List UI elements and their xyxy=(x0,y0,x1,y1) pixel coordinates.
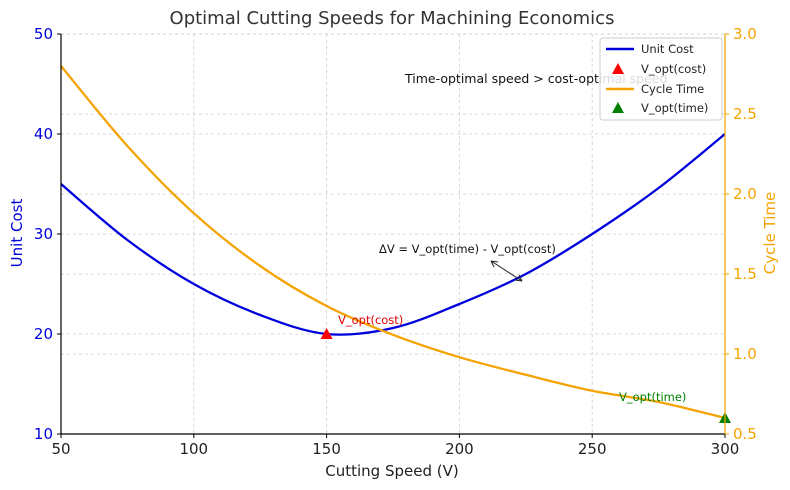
annotation-arrow-heads xyxy=(490,260,523,282)
y-axis-right-label: Cycle Time xyxy=(761,192,779,274)
chart-title: Optimal Cutting Speeds for Machining Eco… xyxy=(170,8,615,29)
legend-marker-vopt-cost xyxy=(612,63,624,74)
annotation-delta-v: ΔV = V_opt(time) - V_opt(cost) xyxy=(379,242,556,256)
y-right-tick-label: 1.5 xyxy=(733,265,757,283)
annotation-arrow-line xyxy=(490,260,523,282)
marker-label-vopt-cost: V_opt(cost) xyxy=(338,313,403,327)
series-line-cycle-time xyxy=(60,65,726,420)
y-left-tick-label: 40 xyxy=(34,125,53,143)
y-axis-left-label: Unit Cost xyxy=(8,199,26,268)
legend-label-vopt-cost: V_opt(cost) xyxy=(641,62,706,76)
y-right-tick-label: 0.5 xyxy=(733,425,757,443)
y-left-tick-label: 10 xyxy=(34,425,53,443)
legend-label-unit-cost: Unit Cost xyxy=(641,42,694,56)
x-tick-label: 150 xyxy=(312,440,341,458)
y-left-tick-label: 20 xyxy=(34,325,53,343)
legend-label-vopt-time: V_opt(time) xyxy=(641,101,708,115)
x-tick-label: 250 xyxy=(578,440,607,458)
legend: Unit Cost V_opt(cost) Cycle Time V_opt(t… xyxy=(599,37,723,121)
x-tick-label: 50 xyxy=(51,440,70,458)
y-right-tick-label: 2.0 xyxy=(733,185,757,203)
legend-box xyxy=(599,37,723,121)
series-line-unit-cost xyxy=(60,133,726,336)
y-right-tick-label: 3.0 xyxy=(733,25,757,43)
x-tick-label: 100 xyxy=(179,440,208,458)
y-right-tick-label: 2.5 xyxy=(733,105,757,123)
marker-label-vopt-time: V_opt(time) xyxy=(619,390,686,404)
x-tick-label: 200 xyxy=(445,440,474,458)
y-left-tick-label: 30 xyxy=(34,225,53,243)
legend-marker-vopt-time xyxy=(612,102,624,113)
legend-label-cycle-time: Cycle Time xyxy=(641,82,704,96)
axes: 50 100 150 200 250 300 10 20 30 40 50 0.5 1.0 1.5 2.0 2… xyxy=(34,25,757,458)
y-left-tick-label: 50 xyxy=(34,25,53,43)
x-axis-label: Cutting Speed (V) xyxy=(325,462,458,480)
y-right-tick-label: 1.0 xyxy=(733,345,757,363)
x-tick-label: 300 xyxy=(711,440,740,458)
marker-v-opt-cost xyxy=(320,328,333,339)
